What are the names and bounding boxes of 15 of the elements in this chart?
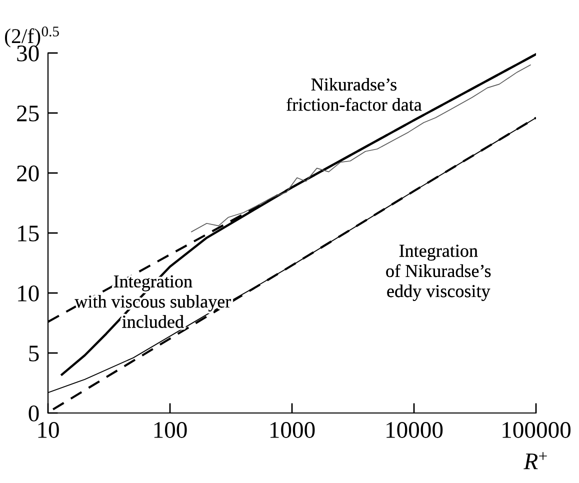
x-tick-label: 1000 <box>270 422 315 438</box>
x-axis-title: R$^{+}$ <box>524 452 547 470</box>
y-tick-label: 30 <box>17 45 39 62</box>
annotation: Integration of Nikuradse’s eddy viscosity <box>386 244 491 301</box>
y-tick-label: 20 <box>17 165 39 182</box>
y-tick-label: 5 <box>29 346 39 362</box>
x-tick-label: 10000 <box>386 422 443 438</box>
x-tick-label: 100 <box>154 422 187 438</box>
y-tick-label: 15 <box>18 226 39 242</box>
y-tick-label: 10 <box>18 285 39 302</box>
y-tick-label: 25 <box>17 106 39 122</box>
x-tick-label: 100000 <box>502 422 571 438</box>
annotation: Nikuradse’s friction-factor data <box>286 78 422 111</box>
y-tick-label: 0 <box>28 405 39 422</box>
y-axis-title: (2/f)$^{0.5}$ <box>4 26 59 48</box>
